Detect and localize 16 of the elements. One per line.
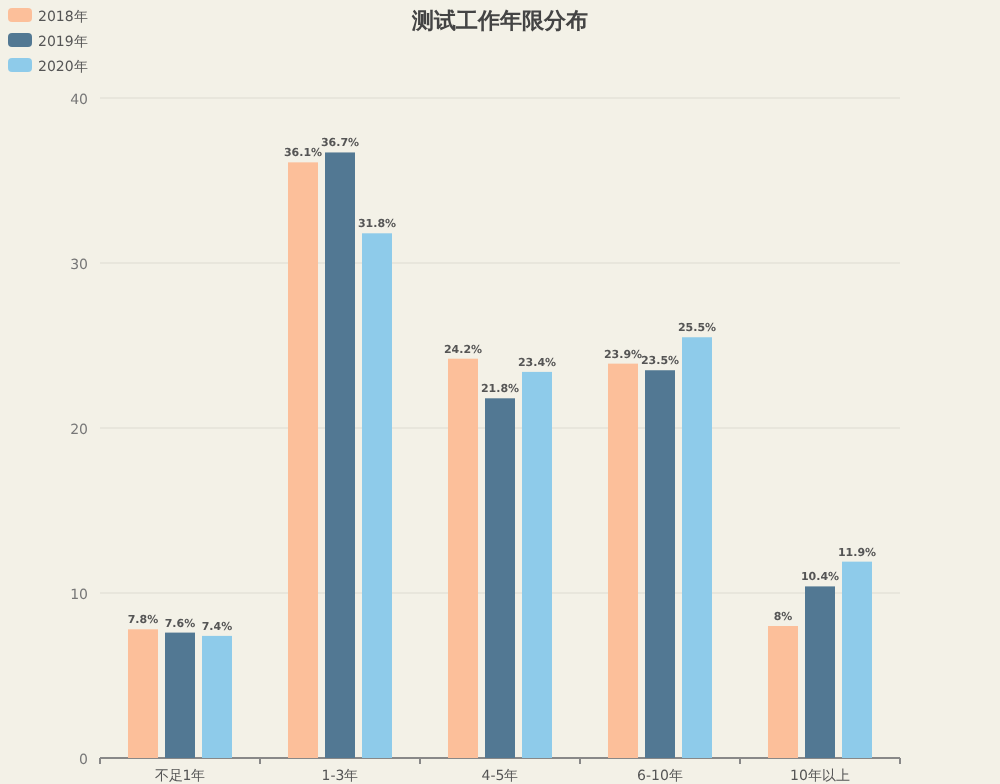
bar: [485, 398, 515, 758]
bar: [288, 162, 318, 758]
bar: [325, 152, 355, 758]
bar: [842, 561, 872, 758]
bar: [608, 363, 638, 758]
bar: [128, 629, 158, 758]
bar: [362, 233, 392, 758]
bar: [202, 635, 232, 758]
bar: [165, 632, 195, 758]
chart-title: 测试工作年限分布: [410, 8, 588, 34]
bar: [448, 358, 478, 758]
bar: [522, 371, 552, 758]
bar: [682, 337, 712, 758]
bar: [645, 370, 675, 758]
bar: [768, 626, 798, 758]
bar: [805, 586, 835, 758]
